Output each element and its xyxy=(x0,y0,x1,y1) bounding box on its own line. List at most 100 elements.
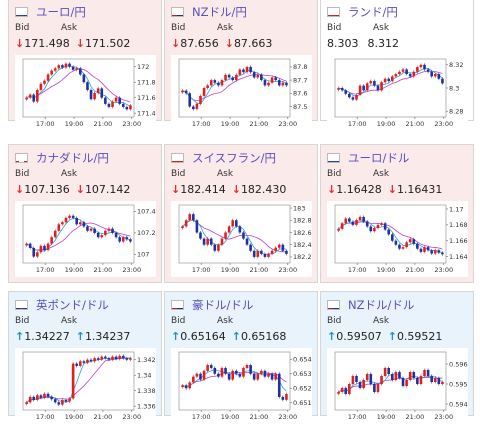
candle xyxy=(221,368,224,377)
currency-pair-link[interactable]: NZドル/ドル xyxy=(348,298,414,312)
x-tick-label: 17:00 xyxy=(348,266,367,274)
ask-value: 182.430 xyxy=(241,183,287,196)
candle xyxy=(93,93,96,99)
candle xyxy=(75,218,78,224)
candle xyxy=(36,395,39,400)
bid-label: Bid xyxy=(15,23,29,33)
candle xyxy=(402,247,405,249)
y-tick-label: 87.5 xyxy=(293,103,307,111)
candle xyxy=(260,75,263,80)
currency-pair-link[interactable]: NZドル/円 xyxy=(192,5,247,19)
currency-pair-link[interactable]: カナダドル/円 xyxy=(36,151,109,165)
candle xyxy=(402,69,405,71)
plot-area xyxy=(335,205,446,263)
candle xyxy=(373,384,376,392)
x-tick-label: 19:00 xyxy=(377,266,396,274)
candle xyxy=(47,394,50,397)
candle xyxy=(409,74,412,76)
candle xyxy=(58,402,61,404)
candle xyxy=(242,232,245,238)
candle xyxy=(206,85,209,88)
currency-pair-link[interactable]: ユーロ/ドル xyxy=(348,151,409,165)
candle xyxy=(409,372,412,380)
candle xyxy=(181,385,184,387)
arrow-down-icon: ↓ xyxy=(76,183,85,196)
y-tick-label: 1.168 xyxy=(449,221,468,229)
candle xyxy=(54,399,57,402)
candle xyxy=(126,358,129,360)
currency-pair-link[interactable]: 英ポンド/ドル xyxy=(36,298,109,312)
x-tick-label: 19:00 xyxy=(221,413,240,421)
candle xyxy=(412,72,415,77)
card-title: スイスフラン/円 xyxy=(171,151,276,165)
candle xyxy=(50,71,53,75)
currency-pair-link[interactable]: 豪ドル/ドル xyxy=(192,298,253,312)
candle xyxy=(274,374,277,380)
candle xyxy=(188,382,191,388)
candle xyxy=(192,106,195,109)
x-tick-label: 23:00 xyxy=(434,120,453,128)
x-tick-label: 19:00 xyxy=(377,413,396,421)
candle xyxy=(249,245,252,251)
x-tick-label: 19:00 xyxy=(221,120,240,128)
candle xyxy=(278,374,281,397)
bid-value: 1.16428 xyxy=(336,183,382,196)
bid-value: 0.65164 xyxy=(180,330,226,343)
candle xyxy=(402,378,405,386)
candle xyxy=(387,368,390,374)
ask-value: 171.502 xyxy=(85,37,131,50)
currency-pair-link[interactable]: スイスフラン/円 xyxy=(192,151,276,165)
candle xyxy=(100,357,103,360)
y-tick-label: 1.34 xyxy=(137,372,151,380)
candle xyxy=(438,378,441,384)
ask-label: Ask xyxy=(61,169,77,179)
candle xyxy=(434,378,437,382)
candle xyxy=(111,229,114,233)
arrow-down-icon: ↓ xyxy=(225,37,234,50)
candle xyxy=(271,77,274,82)
candle xyxy=(65,218,68,222)
y-tick-label: 1.17 xyxy=(449,205,463,213)
candle xyxy=(271,251,274,254)
candle xyxy=(93,358,96,361)
candle xyxy=(228,226,231,232)
x-tick-label: 17:00 xyxy=(36,413,55,421)
candle xyxy=(405,69,408,74)
bid-label: Bid xyxy=(327,316,341,326)
currency-pair-link[interactable]: ユーロ/円 xyxy=(36,5,86,19)
candle xyxy=(366,374,369,380)
currency-pair-link[interactable]: ランド/円 xyxy=(348,5,398,19)
candle xyxy=(249,67,252,72)
candle xyxy=(214,245,217,251)
candle xyxy=(253,251,256,257)
arrow-down-icon: ↓ xyxy=(327,183,336,196)
y-tick-label: 0.653 xyxy=(293,370,312,378)
candle xyxy=(111,102,114,107)
ask-value: 107.142 xyxy=(85,183,131,196)
candle xyxy=(352,222,355,225)
candle xyxy=(122,356,125,358)
candle xyxy=(246,365,249,368)
ch-jp-flag-icon xyxy=(171,153,184,163)
